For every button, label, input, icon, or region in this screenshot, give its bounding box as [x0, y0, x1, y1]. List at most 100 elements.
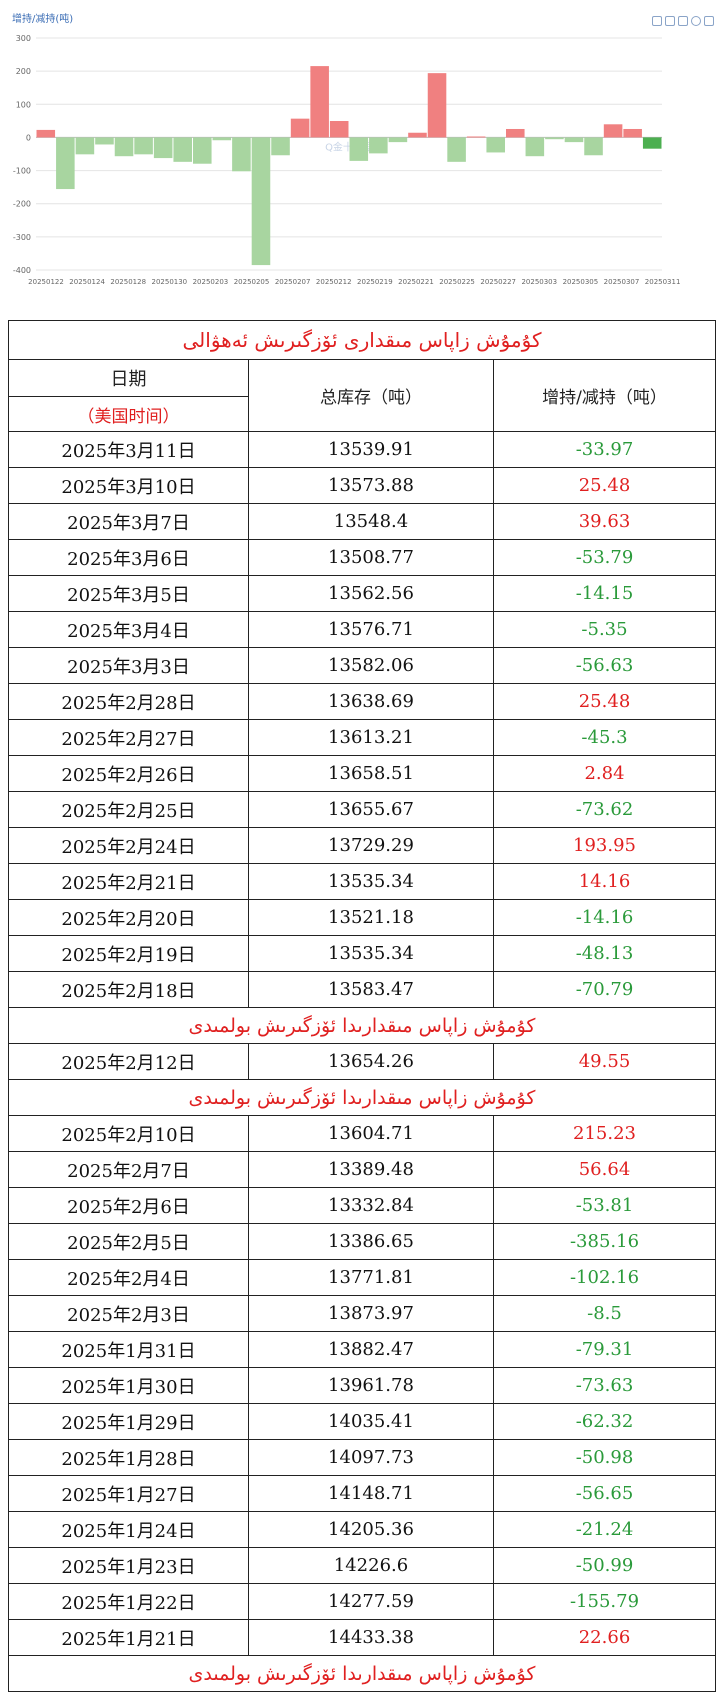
cell-date: 2025年3月11日	[8, 431, 249, 468]
cell-date: 2025年1月27日	[8, 1475, 249, 1512]
cell-total: 13654.26	[248, 1043, 494, 1080]
bar	[290, 118, 310, 138]
table-row: 2025年2月24日 13729.29 193.95	[8, 827, 717, 864]
header-total: 总库存（吨）	[248, 359, 494, 432]
cell-change: -102.16	[492, 1259, 717, 1296]
table-row: 2025年2月27日 13613.21 -45.3	[8, 719, 717, 756]
cell-date: 2025年1月30日	[8, 1367, 249, 1404]
no-change-notice: كۇمۇش زاپاس مىقدارىدا ئۆزگىرىش بولمىدى	[7, 1079, 717, 1116]
y-tick-label: 300	[16, 34, 31, 43]
y-tick-label: 0	[26, 133, 31, 142]
x-tick-label: 20250130	[152, 278, 188, 286]
table-row: 2025年2月21日 13535.34 14.16	[8, 863, 717, 900]
bar	[427, 73, 447, 138]
bar	[153, 137, 173, 159]
cell-change: 215.23	[492, 1115, 717, 1152]
cell-change: -56.65	[492, 1475, 717, 1512]
cell-total: 13508.77	[248, 539, 494, 576]
no-change-row: كۇمۇش زاپاس مىقدارىدا ئۆزگىرىش بولمىدى	[7, 1655, 717, 1692]
cell-date: 2025年2月6日	[8, 1187, 249, 1224]
cell-total: 13882.47	[248, 1331, 494, 1368]
cell-total: 13583.47	[248, 971, 494, 1008]
cell-change: 49.55	[492, 1043, 717, 1080]
table-row: 2025年2月4日 13771.81 -102.16	[8, 1259, 717, 1296]
cell-change: -155.79	[492, 1583, 717, 1620]
bar	[251, 137, 271, 266]
bar	[329, 121, 349, 138]
table-row: 2025年1月23日 14226.6 -50.99	[8, 1547, 717, 1584]
bar	[603, 124, 623, 138]
cell-change: 2.84	[492, 755, 717, 792]
cell-change: -14.16	[492, 899, 717, 936]
cell-total: 13548.4	[248, 503, 494, 540]
bar	[75, 137, 95, 155]
cell-change: 14.16	[492, 863, 717, 900]
cell-change: 22.66	[492, 1619, 717, 1656]
table-row: 2025年2月7日 13389.48 56.64	[8, 1151, 717, 1188]
download-icon[interactable]	[678, 16, 688, 26]
bar	[369, 137, 388, 154]
bar	[408, 132, 427, 138]
close-icon[interactable]	[691, 16, 701, 26]
cell-date: 2025年3月10日	[8, 467, 249, 504]
line-chart-icon[interactable]	[652, 16, 662, 26]
cell-date: 2025年3月3日	[8, 647, 249, 684]
document-icon[interactable]	[704, 16, 714, 26]
cell-date: 2025年1月24日	[8, 1511, 249, 1548]
table-row: 2025年1月22日 14277.59 -155.79	[8, 1583, 717, 1620]
no-change-notice: كۇمۇش زاپاس مىقدارىدا ئۆزگىرىش بولمىدى	[7, 1007, 717, 1044]
cell-total: 13562.56	[248, 575, 494, 612]
y-tick-label: -400	[13, 266, 31, 275]
bar-chart: 增持/减持(吨)3002001000-100-200-300-400Q金十数据2…	[12, 12, 680, 286]
cell-total: 13873.97	[248, 1295, 494, 1332]
table-row: 2025年2月26日 13658.51 2.84	[8, 755, 717, 792]
cell-date: 2025年1月22日	[8, 1583, 249, 1620]
cell-change: -70.79	[492, 971, 717, 1008]
cell-total: 13539.91	[248, 431, 494, 468]
cell-date: 2025年1月31日	[8, 1331, 249, 1368]
y-tick-label: -100	[13, 167, 31, 176]
cell-change: -5.35	[492, 611, 717, 648]
cell-date: 2025年2月18日	[8, 971, 249, 1008]
bar	[193, 137, 212, 164]
cell-change: -33.97	[492, 431, 717, 468]
cell-date: 2025年2月4日	[8, 1259, 249, 1296]
cell-total: 14148.71	[248, 1475, 494, 1512]
table-row: 2025年1月24日 14205.36 -21.24	[8, 1511, 717, 1548]
table-row: 2025年2月19日 13535.34 -48.13	[8, 935, 717, 972]
x-tick-label: 20250225	[439, 278, 475, 286]
x-tick-label: 20250227	[480, 278, 516, 286]
cell-total: 13521.18	[248, 899, 494, 936]
x-tick-label: 20250305	[563, 278, 599, 286]
chart-panel: 增持/减持(吨) 300 200 100 0 -100 -200 -300 -400 Q金十数据 2…	[4, 8, 714, 316]
header-change: 增持/减持（吨）	[492, 359, 717, 432]
bar	[466, 136, 486, 138]
cell-date: 2025年1月28日	[8, 1439, 249, 1476]
x-tick-label: 20250212	[316, 278, 352, 286]
cell-change: -50.98	[492, 1439, 717, 1476]
cell-date: 2025年3月4日	[8, 611, 249, 648]
table-row: 2025年3月5日 13562.56 -14.15	[8, 575, 717, 612]
silver-inventory-table-wrap: كۇمۇش زاپاس مىقدارى ئۆزگىرىش ئەھۋالى 日期 …	[7, 320, 717, 1692]
cell-date: 2025年2月21日	[8, 863, 249, 900]
table-row: 2025年2月18日 13583.47 -70.79	[8, 971, 717, 1008]
table-row: 2025年1月21日 14433.38 22.66	[8, 1619, 717, 1656]
table-row: 2025年3月10日 13573.88 25.48	[8, 467, 717, 504]
table-row: 2025年3月7日 13548.4 39.63	[8, 503, 717, 540]
bar	[173, 137, 192, 162]
table-row: 2025年2月20日 13521.18 -14.16	[8, 899, 717, 936]
cell-date: 2025年3月6日	[8, 539, 249, 576]
table-row: 2025年2月10日 13604.71 215.23	[8, 1115, 717, 1152]
cell-change: -50.99	[492, 1547, 717, 1584]
cell-change: -14.15	[492, 575, 717, 612]
chart-toolbar	[652, 16, 714, 26]
bar-chart-icon[interactable]	[665, 16, 675, 26]
x-tick-label: 20250124	[69, 278, 105, 286]
bar	[506, 128, 525, 138]
bar	[388, 137, 408, 143]
cell-change: 25.48	[492, 467, 717, 504]
silver-inventory-table: كۇمۇش زاپاس مىقدارى ئۆزگىرىش ئەھۋالى 日期 …	[7, 320, 717, 1692]
bar	[134, 137, 153, 155]
cell-total: 13576.71	[248, 611, 494, 648]
no-change-notice: كۇمۇش زاپاس مىقدارىدا ئۆزگىرىش بولمىدى	[7, 1655, 717, 1692]
